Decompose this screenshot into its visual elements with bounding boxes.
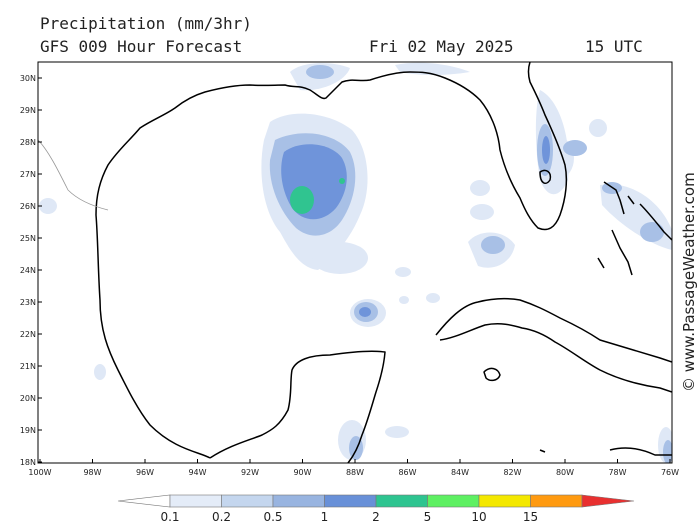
lon-tick-label: 76W xyxy=(661,468,679,477)
lat-tick-label: 24N xyxy=(20,266,36,275)
colorbar-segment xyxy=(324,494,377,508)
lon-tick-label: 82W xyxy=(503,468,521,477)
colorbar-label: 2 xyxy=(372,510,380,524)
cuba-coastline xyxy=(435,297,672,363)
lat-tick-label: 20N xyxy=(20,394,36,403)
forecast-time: 15 UTC xyxy=(585,37,643,56)
yucatan-coastline xyxy=(209,350,386,463)
bahamas-islands xyxy=(597,181,672,276)
forecast-subtitle: GFS 009 Hour Forecast xyxy=(40,37,243,56)
lon-tick-label: 94W xyxy=(188,468,206,477)
precip-layer xyxy=(39,62,672,463)
forecast-date: Fri 02 May 2025 xyxy=(369,37,514,56)
border-line xyxy=(38,139,109,211)
lon-tick-label: 80W xyxy=(556,468,574,477)
colorbar-label: 15 xyxy=(523,510,538,524)
lat-tick-label: 22N xyxy=(20,330,36,339)
colorbar-label: 10 xyxy=(471,510,486,524)
lon-tick-label: 100W xyxy=(28,468,51,477)
colorbar-segment xyxy=(375,494,428,508)
lake-okeechobee xyxy=(539,169,552,185)
lon-tick-label: 84W xyxy=(451,468,469,477)
lat-tick-label: 19N xyxy=(20,426,36,435)
colorbar-arrow-high xyxy=(581,494,635,508)
lat-tick-label: 28N xyxy=(20,138,36,147)
lon-tick-label: 88W xyxy=(346,468,364,477)
latitude-axis: 30N 29N 28N 27N 26N 25N 24N 23N 22N 21N 20N 19N 18N xyxy=(20,74,42,467)
colorbar-segment xyxy=(169,494,222,508)
jamaica-coast xyxy=(539,449,546,453)
colorbar-label: 0.5 xyxy=(263,510,282,524)
colorbar-segment xyxy=(530,494,583,508)
lat-tick-label: 29N xyxy=(20,106,36,115)
precip-heavy xyxy=(290,178,345,214)
colorbar-segment xyxy=(272,494,325,508)
longitude-axis: 100W 98W 96W 94W 92W 90W 88W 86W 84W 82W 80W 78W 76W xyxy=(28,459,679,477)
colorbar-label: 0.1 xyxy=(160,510,179,524)
coastlines xyxy=(95,62,672,463)
lat-tick-label: 30N xyxy=(20,74,36,83)
colorbar-label: 1 xyxy=(321,510,329,524)
colorbar-segment xyxy=(478,494,531,508)
lat-tick-label: 27N xyxy=(20,170,36,179)
map-title: Precipitation (mm/3hr) xyxy=(40,14,252,33)
isle-of-youth xyxy=(483,367,501,382)
lon-tick-label: 98W xyxy=(83,468,101,477)
colorbar-label: 5 xyxy=(424,510,432,524)
credit-text: © www.PassageWeather.com xyxy=(680,172,698,392)
cuba-south-coastline xyxy=(439,323,672,393)
hispaniola-coast xyxy=(609,447,672,456)
lon-tick-label: 78W xyxy=(608,468,626,477)
gulf-coastline xyxy=(95,62,568,459)
lat-tick-label: 21N xyxy=(20,362,36,371)
lat-tick-label: 26N xyxy=(20,202,36,211)
colorbar-segment xyxy=(427,494,480,508)
colorbar: 0.1 0.2 0.5 1 2 5 10 15 xyxy=(117,494,635,524)
lon-tick-label: 96W xyxy=(136,468,154,477)
lat-tick-label: 18N xyxy=(20,458,36,467)
lon-tick-label: 90W xyxy=(293,468,311,477)
lon-tick-label: 86W xyxy=(398,468,416,477)
lon-tick-label: 92W xyxy=(241,468,259,477)
lat-tick-label: 25N xyxy=(20,234,36,243)
colorbar-label: 0.2 xyxy=(212,510,231,524)
colorbar-segment xyxy=(221,494,274,508)
lat-tick-label: 23N xyxy=(20,298,36,307)
colorbar-arrow-low xyxy=(117,494,171,508)
